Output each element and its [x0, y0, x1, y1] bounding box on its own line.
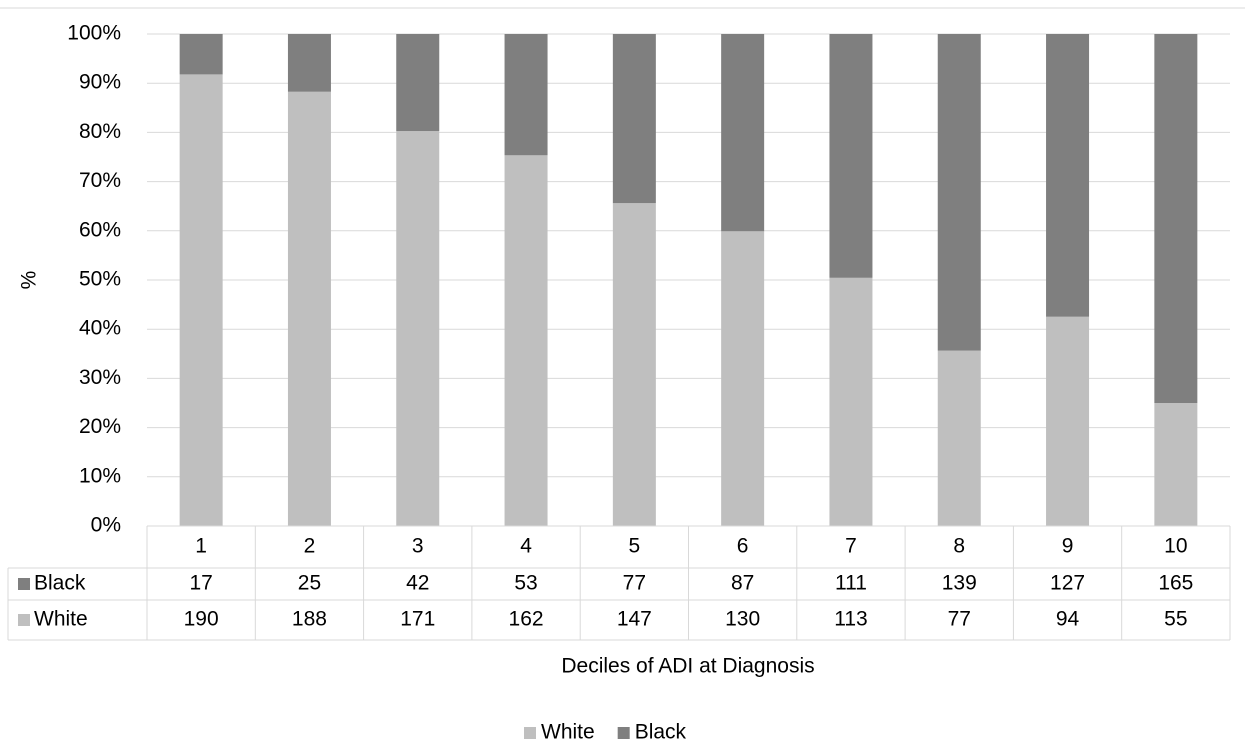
table-cell: 17 — [189, 572, 212, 595]
bar-segment — [179, 74, 223, 527]
legend-key — [617, 727, 630, 739]
table-cell: 113 — [834, 608, 867, 631]
x-tick-label: 10 — [1164, 535, 1187, 558]
y-tick-label: 70% — [79, 169, 121, 192]
table-row-label: White — [34, 608, 88, 631]
table-cell: 162 — [509, 608, 544, 631]
bar-segment — [179, 34, 223, 75]
y-tick-label: 90% — [79, 71, 121, 94]
bar-segment — [612, 34, 656, 204]
bar-segment — [1154, 34, 1198, 403]
bar-segment — [721, 231, 765, 526]
table-legend-key — [18, 614, 30, 626]
y-axis-title: % — [18, 271, 41, 290]
x-tick-label: 2 — [304, 535, 316, 558]
table-cell: 77 — [948, 608, 971, 631]
legend-label: Black — [635, 721, 687, 744]
table-cell: 77 — [623, 572, 646, 595]
table-legend-key — [18, 578, 30, 590]
x-tick-label: 8 — [953, 535, 965, 558]
y-tick-label: 0% — [91, 514, 121, 537]
table-cell: 190 — [184, 608, 219, 631]
bar-segment — [612, 203, 656, 526]
table-cell: 147 — [617, 608, 652, 631]
legend-key — [524, 727, 536, 739]
y-tick-label: 50% — [79, 268, 121, 291]
table-cell: 94 — [1056, 608, 1080, 631]
table-row-label: Black — [34, 572, 86, 595]
table-cell: 139 — [942, 572, 977, 595]
x-tick-label: 7 — [845, 535, 857, 558]
bar-segment — [1046, 316, 1090, 526]
bar-segment — [1154, 403, 1198, 526]
bar-segment — [396, 34, 440, 132]
bar-segment — [829, 34, 873, 278]
y-tick-label: 10% — [79, 464, 121, 487]
table-cell: 127 — [1050, 572, 1085, 595]
table-cell: 55 — [1164, 608, 1187, 631]
bar-segment — [829, 277, 873, 526]
table-cell: 188 — [292, 608, 327, 631]
bar-segment — [287, 34, 331, 92]
x-tick-label: 4 — [520, 535, 532, 558]
bar-segment — [937, 34, 981, 351]
bar-segment — [504, 155, 548, 526]
table-cell: 42 — [406, 572, 429, 595]
table-cell: 25 — [298, 572, 321, 595]
bar-segment — [396, 131, 440, 526]
table-cell: 165 — [1158, 572, 1193, 595]
y-tick-label: 40% — [79, 317, 121, 340]
bar-segment — [287, 91, 331, 527]
bar-segment — [1046, 34, 1090, 317]
table-cell: 53 — [514, 572, 537, 595]
table-cell: 111 — [835, 572, 867, 595]
x-tick-label: 5 — [629, 535, 641, 558]
table-cell: 171 — [400, 608, 435, 631]
y-tick-label: 100% — [67, 22, 121, 45]
table-cell: 130 — [725, 608, 760, 631]
x-axis-title: Deciles of ADI at Diagnosis — [561, 655, 814, 678]
x-tick-label: 1 — [195, 535, 207, 558]
bar-segment — [937, 350, 981, 526]
legend-label: White — [541, 721, 595, 744]
x-tick-label: 3 — [412, 535, 424, 558]
x-tick-label: 9 — [1062, 535, 1074, 558]
y-tick-label: 60% — [79, 218, 121, 241]
y-tick-label: 80% — [79, 120, 121, 143]
y-tick-label: 30% — [79, 366, 121, 389]
bar-segment — [504, 34, 548, 156]
x-tick-label: 6 — [737, 535, 749, 558]
table-cell: 87 — [731, 572, 754, 595]
bar-segment — [721, 34, 765, 232]
y-tick-label: 20% — [79, 415, 121, 438]
